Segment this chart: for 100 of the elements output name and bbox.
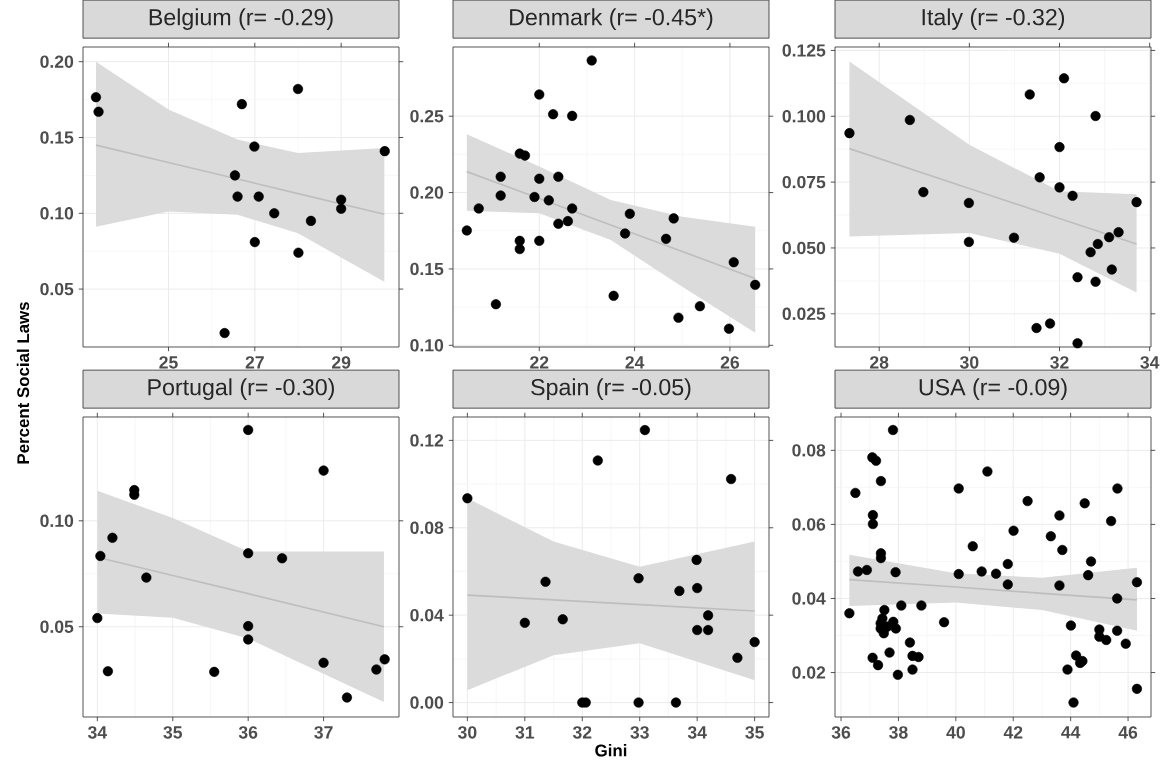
x-tick-label: 37	[314, 726, 333, 739]
point	[703, 624, 714, 636]
x-tick-label: 27	[245, 356, 264, 369]
x-tick-label: 36	[238, 726, 258, 739]
point	[963, 197, 974, 208]
point	[692, 583, 703, 594]
x-tick-label: 38	[889, 726, 908, 739]
point	[668, 213, 679, 224]
x-tick-label: 44	[1061, 726, 1081, 739]
y-tick-label: 0.125	[782, 44, 826, 57]
point	[269, 208, 280, 219]
point	[553, 218, 564, 229]
y-tick-label: 0.06	[792, 518, 826, 531]
point	[557, 614, 568, 625]
y-tick-label: 0.08	[792, 444, 826, 457]
point	[1054, 182, 1065, 193]
y-tick-label: 0.10	[410, 339, 444, 352]
point	[495, 171, 506, 182]
point	[318, 465, 329, 476]
y-tick-label: 0.25	[410, 109, 444, 123]
point	[963, 236, 974, 247]
point	[336, 203, 347, 214]
point	[750, 279, 761, 290]
point	[703, 610, 714, 621]
point	[639, 425, 650, 436]
point	[586, 55, 597, 66]
point	[232, 191, 243, 202]
x-tick-label: 28	[870, 356, 889, 369]
point	[728, 257, 739, 268]
x-tick-label: 35	[745, 726, 764, 739]
x-tick-label: 34	[1140, 356, 1160, 369]
point	[90, 92, 102, 103]
point	[1031, 322, 1042, 334]
x-tick-label: 35	[163, 726, 183, 739]
point	[1092, 238, 1103, 250]
point	[305, 215, 316, 226]
point	[336, 194, 347, 205]
point	[674, 585, 685, 596]
point	[918, 187, 929, 198]
point	[624, 208, 635, 219]
point	[691, 554, 702, 565]
point	[661, 233, 672, 244]
y-tick-label: 0.075	[782, 175, 826, 189]
point	[1131, 197, 1142, 208]
x-tick-label: 36	[831, 726, 851, 739]
point	[461, 225, 472, 236]
x-tick-label: 31	[515, 726, 535, 739]
point	[514, 244, 525, 255]
point	[726, 474, 737, 485]
point	[292, 83, 304, 95]
point	[1044, 318, 1056, 329]
point	[670, 697, 681, 708]
point	[608, 290, 619, 301]
point	[1072, 272, 1083, 283]
y-tick-label: 0.12	[410, 434, 444, 447]
point	[749, 637, 760, 648]
point	[293, 247, 304, 258]
point	[1067, 190, 1078, 201]
point	[253, 191, 264, 202]
point	[1054, 142, 1065, 153]
y-tick-label: 0.10	[40, 514, 74, 528]
point	[620, 228, 631, 239]
point	[732, 652, 743, 663]
point	[92, 613, 103, 624]
x-tick-label: 33	[630, 726, 649, 739]
point	[633, 697, 644, 708]
y-tick-label: 0.04	[410, 608, 444, 622]
y-tick-label: 0.05	[40, 282, 74, 296]
point	[592, 455, 603, 466]
x-tick-label: 29	[332, 356, 351, 369]
y-tick-label: 0.08	[410, 521, 444, 535]
y-tick-label: 0.20	[40, 55, 74, 68]
chart-title: Italy (r= -0.32)	[922, 8, 1065, 30]
point	[102, 666, 113, 677]
point	[1104, 232, 1115, 243]
chart-title: Denmark (r= -0.45*)	[510, 8, 713, 30]
point	[633, 573, 644, 584]
point	[495, 190, 506, 201]
point	[723, 323, 735, 334]
point	[543, 195, 554, 206]
point	[1090, 110, 1101, 122]
point	[249, 237, 260, 248]
chart-title: USA (r= -0.09)	[919, 378, 1067, 400]
point	[1090, 276, 1101, 287]
x-tick-label: 22	[530, 356, 549, 369]
x-axis-title: Gini	[595, 744, 627, 757]
x-tick-label: 30	[458, 726, 477, 739]
point	[540, 576, 551, 587]
point	[1008, 232, 1020, 243]
point	[243, 634, 254, 645]
y-tick-label: 0.02	[792, 666, 826, 679]
y-tick-label: 0.100	[782, 110, 826, 123]
point	[229, 170, 241, 181]
point	[371, 664, 382, 675]
point	[277, 553, 288, 564]
point	[1085, 247, 1096, 258]
y-tick-label: 0.00	[410, 696, 444, 709]
chart-title: Belgium (r= -0.29)	[149, 8, 333, 30]
point	[694, 301, 705, 312]
y-tick-label: 0.05	[40, 620, 74, 633]
